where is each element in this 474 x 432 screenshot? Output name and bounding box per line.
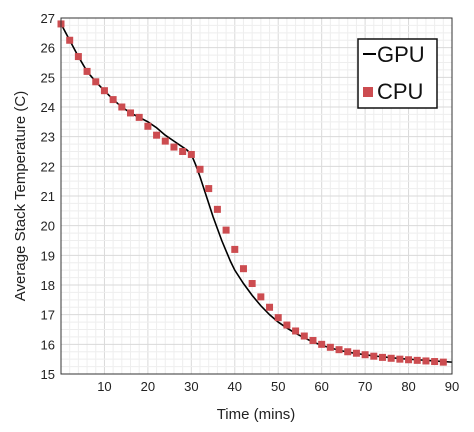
data-point-cpu [309,336,317,344]
data-point-cpu [396,355,404,363]
data-point-cpu [335,346,343,354]
x-tick-label: 80 [401,379,415,394]
y-tick-label: 22 [41,159,55,174]
data-point-cpu [179,148,187,155]
data-point-cpu [239,265,247,273]
data-point-cpu [405,356,413,364]
data-point-cpu [213,205,221,213]
x-tick-label: 40 [228,379,242,394]
data-point-cpu [274,314,282,322]
y-tick-label: 18 [41,278,55,293]
data-point-cpu [352,349,360,357]
data-point-cpu [74,53,82,61]
data-point-cpu [144,122,152,130]
data-point-cpu [300,332,308,340]
x-tick-label: 10 [97,379,111,394]
data-point-cpu [231,245,239,253]
x-tick-label: 50 [271,379,285,394]
data-point-cpu [66,36,74,44]
x-tick-label: 30 [184,379,198,394]
y-tick-label: 27 [41,11,55,26]
data-point-cpu [370,352,378,360]
data-point-cpu [118,103,126,111]
data-point-cpu [431,358,439,366]
data-point-cpu [257,293,265,301]
data-point-cpu [109,96,117,104]
data-point-cpu [161,137,169,145]
data-point-cpu [83,67,91,75]
data-point-cpu [292,327,300,335]
x-tick-label: 60 [314,379,328,394]
data-point-cpu [222,226,230,234]
x-tick-label: 70 [358,379,372,394]
legend: GPU CPU [357,38,438,109]
data-point-cpu [439,358,447,366]
y-tick-label: 16 [41,337,55,352]
data-point-cpu [361,351,369,359]
y-tick-label: 17 [41,308,55,323]
series-line-gpu [60,23,453,363]
y-axis-label: Average Stack Temperature (C) [12,91,29,301]
data-point-cpu [135,113,143,121]
y-tick-label: 19 [41,248,55,263]
data-point-cpu [187,150,195,158]
data-point-cpu [422,357,430,365]
data-point-cpu [266,303,274,311]
data-point-cpu [100,87,108,95]
y-tick-labels: 15 16 17 18 19 20 21 22 23 24 25 26 27 [41,11,55,382]
data-point-cpu [205,185,213,193]
y-tick-label: 24 [41,100,55,115]
data-point-cpu [387,354,395,362]
y-tick-label: 26 [41,41,55,56]
data-point-cpu [413,356,421,364]
data-point-cpu [170,143,178,151]
data-point-cpu [326,343,334,351]
data-point-cpu [196,165,204,173]
data-point-cpu [378,353,386,361]
data-point-cpu [92,78,100,86]
data-point-cpu [248,280,256,288]
x-tick-labels: 10 20 30 40 50 60 70 80 90 [97,379,459,394]
grid-lines [60,17,453,375]
plot-frame [60,17,453,375]
y-tick-label: 20 [41,219,55,234]
y-tick-label: 21 [41,189,55,204]
x-tick-label: 90 [445,379,459,394]
x-axis-label: Time (mins) [217,406,296,423]
data-point-cpu [283,321,291,329]
legend-cpu-marker-swatch [363,87,373,97]
y-tick-label: 25 [41,70,55,85]
y-tick-label: 15 [41,367,55,382]
data-point-cpu [127,109,135,117]
legend-gpu-label: GPU [377,42,425,67]
data-point-cpu [318,340,326,348]
series-layer [57,20,453,366]
x-tick-label: 20 [141,379,155,394]
data-point-cpu [344,348,352,356]
data-point-cpu [153,131,161,139]
y-tick-label: 23 [41,130,55,145]
legend-cpu-label: CPU [377,79,423,104]
